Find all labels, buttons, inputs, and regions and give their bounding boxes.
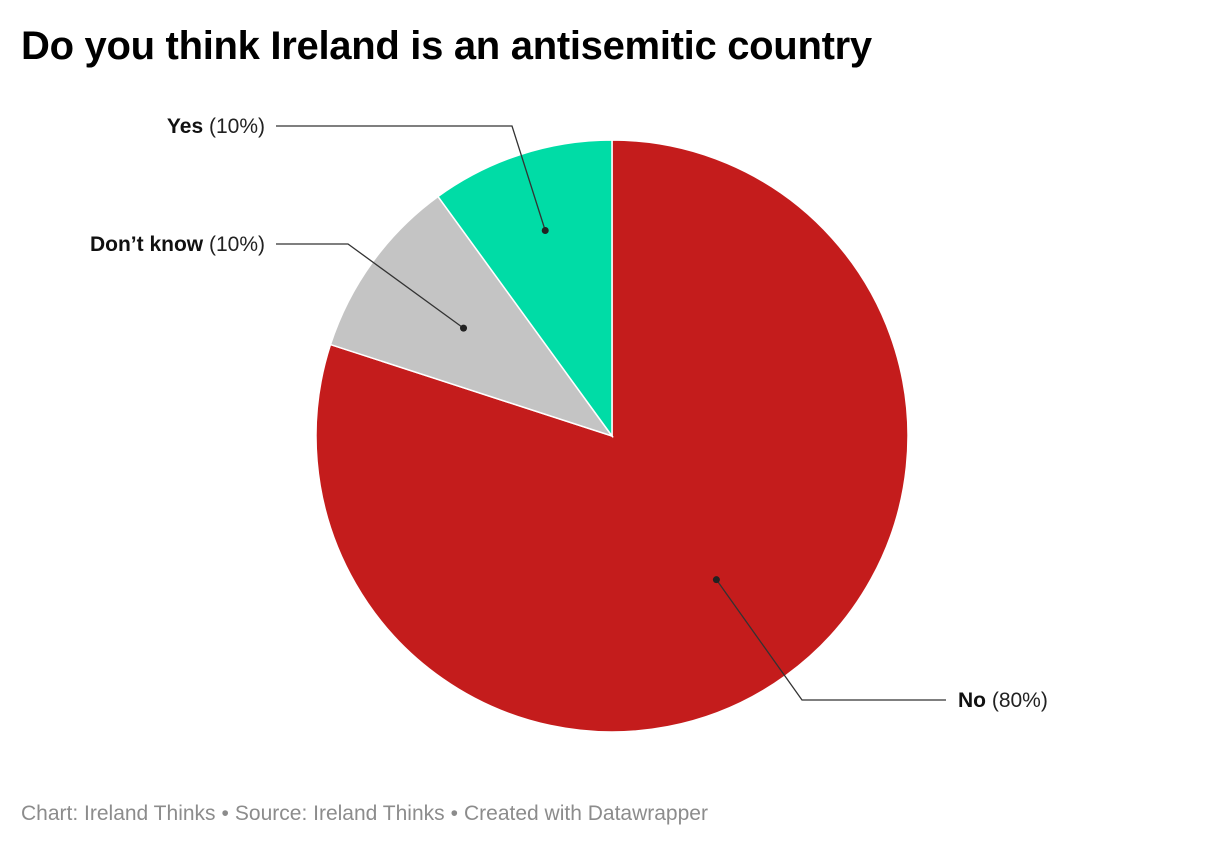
slice-label-name: Yes <box>167 115 209 138</box>
leader-line <box>276 125 546 231</box>
footer-separator: • <box>221 802 229 825</box>
chart-title: Do you think Ireland is an antisemitic c… <box>21 24 872 68</box>
slice-label-name: Don’t know <box>90 233 209 256</box>
chart-footer: Chart: Ireland Thinks • Source: Ireland Th… <box>21 802 708 826</box>
leader-line <box>276 243 464 329</box>
chart-credit: Chart: Ireland Thinks <box>21 802 216 825</box>
slice-label: Yes (10%) <box>167 115 265 138</box>
label-leader-lines <box>276 125 946 701</box>
footer-separator: • <box>450 802 458 825</box>
slice-label-value: (10%) <box>209 115 265 138</box>
leader-dot <box>460 324 468 332</box>
slice-label-name: No <box>958 689 992 712</box>
leader-dot <box>541 226 549 234</box>
leader-dot <box>712 576 720 584</box>
slice-label-value: (80%) <box>992 689 1048 712</box>
pie-slices <box>315 139 909 733</box>
slice-label: Don’t know (10%) <box>90 233 265 256</box>
slice-label-value: (10%) <box>209 233 265 256</box>
slice-labels: No (80%)Don’t know (10%)Yes (10%) <box>90 115 1048 712</box>
created-with-credit: Created with Datawrapper <box>464 802 708 825</box>
slice-label: No (80%) <box>958 689 1048 712</box>
source-credit: Source: Ireland Thinks <box>234 802 445 825</box>
leader-line <box>715 579 946 701</box>
